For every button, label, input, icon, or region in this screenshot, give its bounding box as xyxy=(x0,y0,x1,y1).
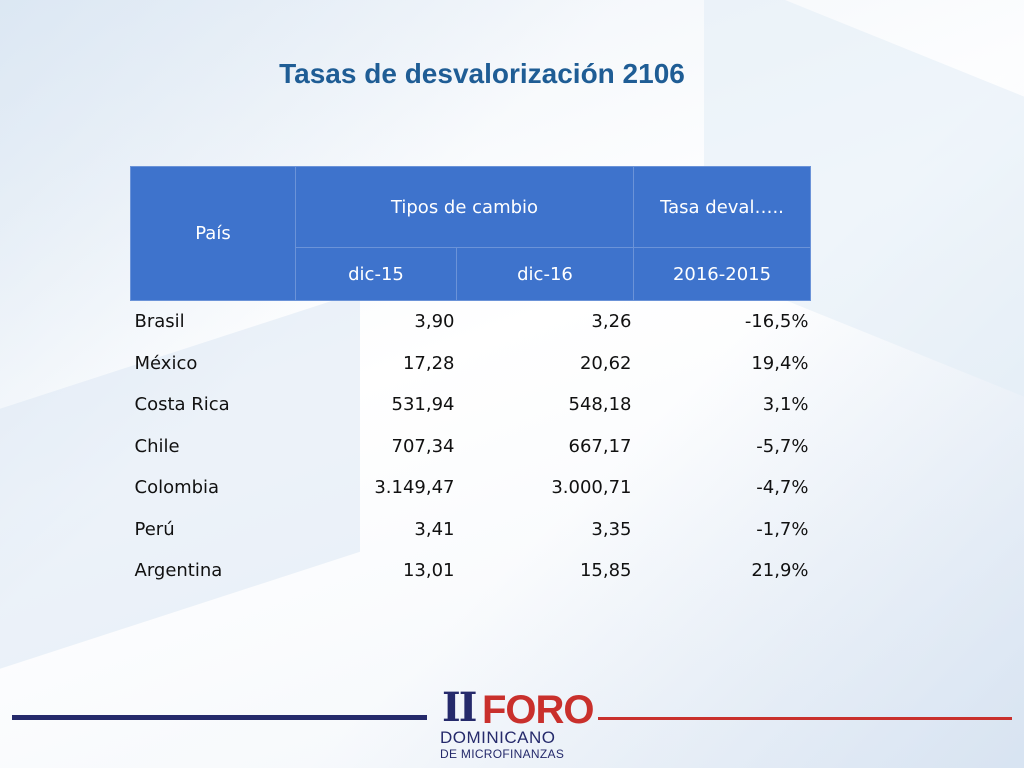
cell-dic15: 3,41 xyxy=(414,518,455,540)
devaluation-table: País Tipos de cambio Tasa deval….. dic-1… xyxy=(130,166,811,592)
slide-title: Tasas de desvalorización 2106 xyxy=(279,58,685,89)
cell-tasa: -16,5% xyxy=(744,311,809,333)
cell-country: Perú xyxy=(134,518,175,540)
table-row: México 17,28 20,62 19,4% xyxy=(131,343,811,385)
cell-dic16: 3,35 xyxy=(591,518,632,540)
cell-dic16: 548,18 xyxy=(568,394,632,416)
cell-dic15: 3,90 xyxy=(414,311,455,333)
cell-dic15: 3.149,47 xyxy=(374,477,455,499)
cell-dic16: 20,62 xyxy=(579,352,632,374)
table-row: Chile 707,34 667,17 -5,7% xyxy=(131,426,811,468)
cell-dic15: 13,01 xyxy=(402,560,455,582)
cell-dic16: 667,17 xyxy=(568,435,632,457)
cell-country: Brasil xyxy=(134,311,185,333)
cell-tasa: 19,4% xyxy=(751,352,809,374)
cell-dic16: 15,85 xyxy=(579,560,632,582)
table-row: Brasil 3,90 3,26 -16,5% xyxy=(131,301,811,343)
footer-line-left xyxy=(12,715,427,720)
header-country: País xyxy=(130,166,296,301)
cell-country: México xyxy=(134,352,198,374)
cell-country: Argentina xyxy=(134,560,223,582)
logo-numeral: II xyxy=(442,684,477,731)
logo-wordmark: II FORO xyxy=(436,684,595,732)
cell-tasa: 21,9% xyxy=(751,560,809,582)
cell-dic15: 17,28 xyxy=(402,352,455,374)
table-row: Colombia 3.149,47 3.000,71 -4,7% xyxy=(131,467,811,509)
cell-tasa: -1,7% xyxy=(756,518,809,540)
cell-tasa: 3,1% xyxy=(762,394,809,416)
header-devaluation-rate: Tasa deval….. xyxy=(633,166,811,248)
header-exchange-rates: Tipos de cambio xyxy=(295,166,634,248)
logo-word: FORO xyxy=(482,688,595,732)
cell-tasa: -4,7% xyxy=(756,477,809,499)
subheader-dic15: dic-15 xyxy=(295,247,457,301)
cell-dic15: 707,34 xyxy=(391,435,455,457)
table-row: Costa Rica 531,94 548,18 3,1% xyxy=(131,384,811,426)
table-row: Argentina 13,01 15,85 21,9% xyxy=(131,550,811,592)
logo-line1: DOMINICANO xyxy=(440,728,556,747)
footer-line-right xyxy=(598,717,1012,720)
foro-logo: II FORO DOMINICANO DE MICROFINANZAS xyxy=(436,684,595,764)
cell-country: Chile xyxy=(134,435,180,457)
cell-country: Colombia xyxy=(134,477,220,499)
cell-dic15: 531,94 xyxy=(391,394,455,416)
cell-country: Costa Rica xyxy=(134,394,230,416)
subheader-period: 2016-2015 xyxy=(633,247,811,301)
cell-dic16: 3.000,71 xyxy=(551,477,632,499)
table-row: Perú 3,41 3,35 -1,7% xyxy=(131,509,811,551)
cell-tasa: -5,7% xyxy=(756,435,809,457)
cell-dic16: 3,26 xyxy=(591,311,632,333)
subheader-dic16: dic-16 xyxy=(456,247,634,301)
logo-line2: DE MICROFINANZAS xyxy=(440,747,565,761)
